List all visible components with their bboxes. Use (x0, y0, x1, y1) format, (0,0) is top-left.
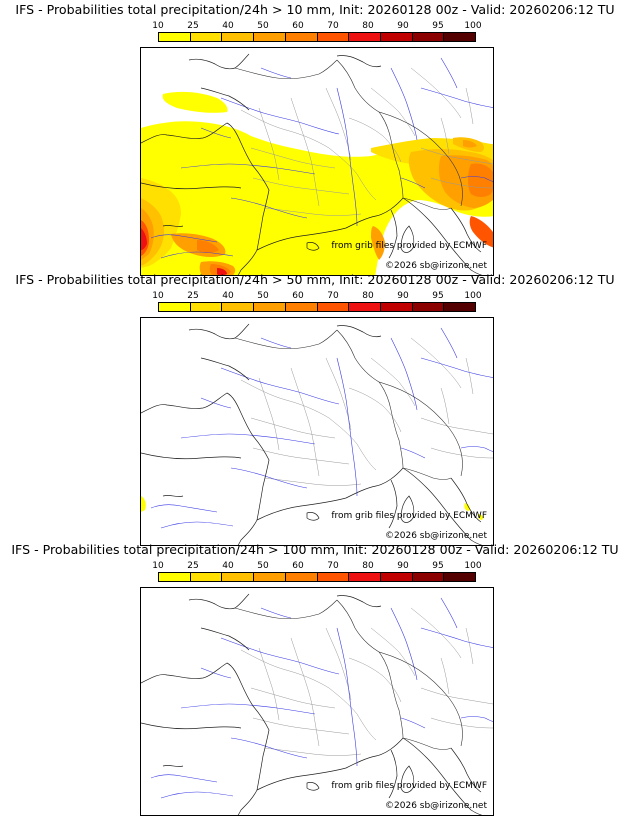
colorbar-swatch (349, 573, 381, 581)
panel-title: IFS - Probabilities total precipitation/… (15, 2, 615, 17)
colorbar-tick: 70 (327, 291, 339, 301)
colorbar-swatch (254, 303, 286, 311)
colorbar-swatch (222, 33, 255, 41)
colorbar-swatch (444, 33, 476, 41)
colorbar-swatches (158, 32, 476, 42)
colorbar-tick: 25 (187, 561, 199, 571)
colorbar-swatch (380, 573, 413, 581)
colorbar-tick: 70 (327, 561, 339, 571)
data-source-credit: from grib files provided by ECMWF (331, 511, 487, 521)
colorbar-swatch (317, 33, 350, 41)
colorbar-swatch (222, 303, 255, 311)
colorbar-tick: 80 (362, 291, 374, 301)
colorbar-swatch (285, 573, 318, 581)
colorbar-swatch (190, 573, 223, 581)
colorbar-swatch (349, 303, 381, 311)
colorbar-swatches (158, 572, 476, 582)
colorbar-swatch (349, 33, 381, 41)
data-source-credit: from grib files provided by ECMWF (331, 781, 487, 791)
colorbar-tick: 25 (187, 21, 199, 31)
colorbar-tick: 70 (327, 21, 339, 31)
colorbar-tick: 60 (292, 291, 304, 301)
colorbar-tick: 10 (152, 21, 164, 31)
colorbar-swatch (190, 303, 223, 311)
colorbar-tick: 40 (222, 561, 234, 571)
colorbar-tick: 50 (257, 561, 269, 571)
colorbar-tick: 90 (397, 561, 409, 571)
probability-colorbar: 10 25 40 50 60 70 80 90 95 100 (152, 291, 482, 313)
colorbar-tick: 50 (257, 21, 269, 31)
colorbar-tick: 60 (292, 21, 304, 31)
colorbar-swatch (412, 303, 445, 311)
colorbar-tick: 40 (222, 21, 234, 31)
colorbar-tick: 100 (464, 21, 482, 31)
colorbar-tick: 10 (152, 561, 164, 571)
colorbar-tick: 90 (397, 291, 409, 301)
copyright-credit: ©2026 sb@irizone.net (385, 531, 487, 541)
panel-title: IFS - Probabilities total precipitation/… (11, 542, 619, 557)
colorbar-tick: 90 (397, 21, 409, 31)
panel-100mm: IFS - Probabilities total precipitation/… (0, 540, 630, 816)
colorbar-tick: 60 (292, 561, 304, 571)
colorbar-swatch (159, 573, 191, 581)
copyright-credit: ©2026 sb@irizone.net (385, 801, 487, 811)
colorbar-swatch (190, 33, 223, 41)
colorbar-tick: 95 (432, 291, 444, 301)
colorbar-swatch (444, 303, 476, 311)
colorbar-swatch (285, 33, 318, 41)
panel-title: IFS - Probabilities total precipitation/… (15, 272, 615, 287)
colorbar-tick: 95 (432, 561, 444, 571)
colorbar-swatch (317, 573, 350, 581)
colorbar-tick-labels: 10 25 40 50 60 70 80 90 95 100 (152, 291, 481, 301)
colorbar-swatch (444, 573, 476, 581)
panel-10mm: IFS - Probabilities total precipitation/… (0, 0, 630, 276)
colorbar-swatch (254, 33, 286, 41)
probability-colorbar: 10 25 40 50 60 70 80 90 95 100 (152, 561, 482, 583)
colorbar-tick: 50 (257, 291, 269, 301)
colorbar-swatch (380, 303, 413, 311)
precipitation-map: from grib files provided by ECMWF ©2026 … (140, 317, 494, 546)
colorbar-tick: 95 (432, 21, 444, 31)
colorbar-swatch (159, 33, 191, 41)
probability-colorbar: 10 25 40 50 60 70 80 90 95 100 (152, 21, 482, 43)
precipitation-map: from grib files provided by ECMWF ©2026 … (140, 47, 494, 276)
colorbar-tick-labels: 10 25 40 50 60 70 80 90 95 100 (152, 21, 481, 31)
colorbar-tick: 80 (362, 21, 374, 31)
colorbar-tick: 100 (464, 561, 482, 571)
colorbar-tick-labels: 10 25 40 50 60 70 80 90 95 100 (152, 561, 481, 571)
colorbar-swatch (254, 573, 286, 581)
panel-50mm: IFS - Probabilities total precipitation/… (0, 270, 630, 546)
colorbar-swatch (412, 573, 445, 581)
colorbar-swatch (380, 33, 413, 41)
data-source-credit: from grib files provided by ECMWF (331, 241, 487, 251)
colorbar-swatch (317, 303, 350, 311)
precipitation-map: from grib files provided by ECMWF ©2026 … (140, 587, 494, 816)
colorbar-swatch (222, 573, 255, 581)
colorbar-tick: 40 (222, 291, 234, 301)
copyright-credit: ©2026 sb@irizone.net (385, 261, 487, 271)
colorbar-tick: 25 (187, 291, 199, 301)
colorbar-swatch (412, 33, 445, 41)
colorbar-tick: 80 (362, 561, 374, 571)
colorbar-swatch (285, 303, 318, 311)
colorbar-tick: 100 (464, 291, 482, 301)
colorbar-tick: 10 (152, 291, 164, 301)
colorbar-swatch (159, 303, 191, 311)
colorbar-swatches (158, 302, 476, 312)
